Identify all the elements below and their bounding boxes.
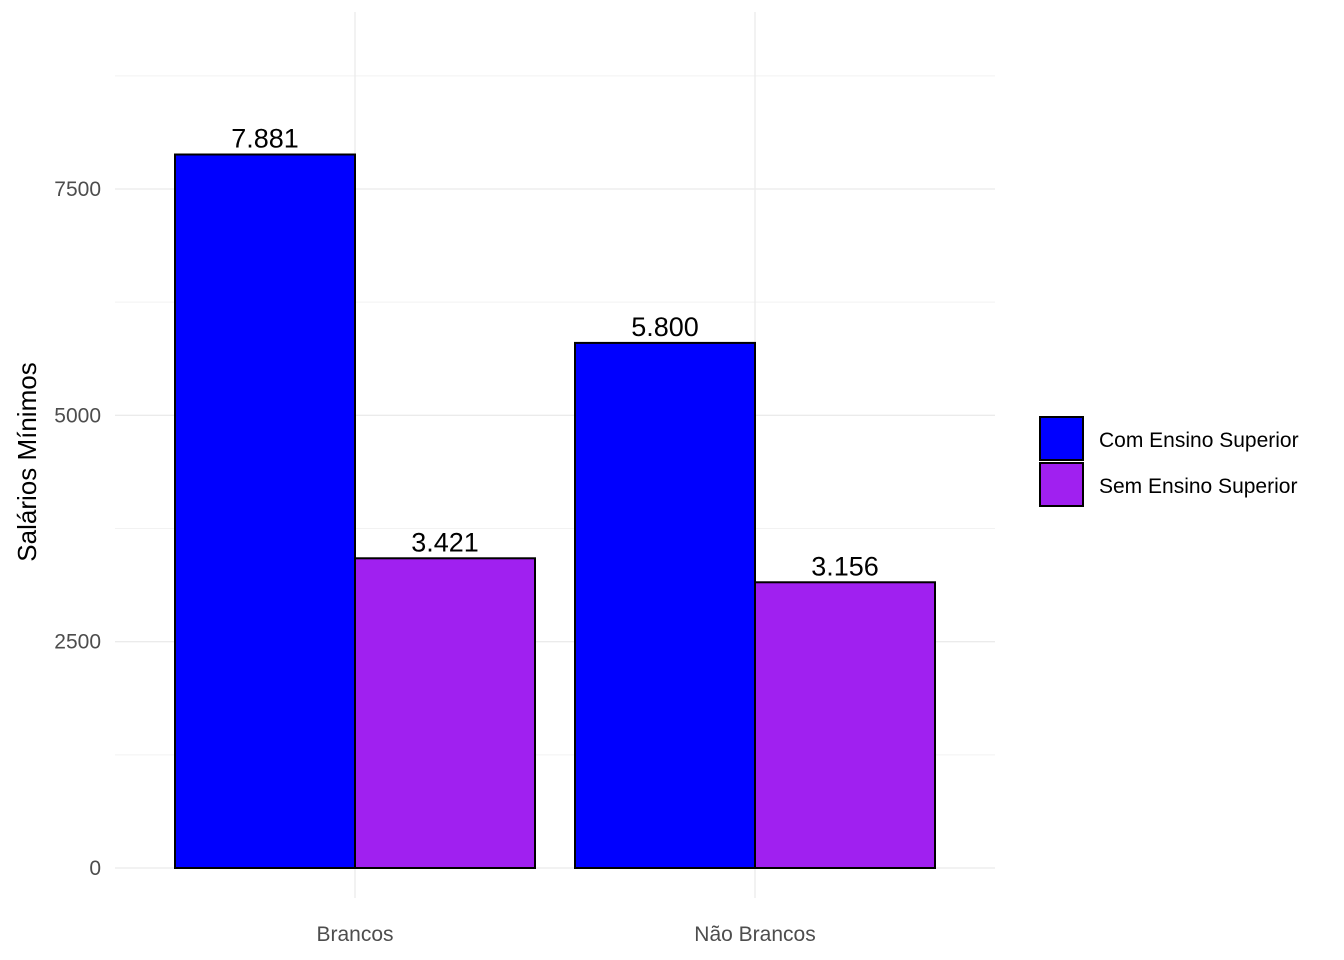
y-tick-label: 0 <box>89 857 101 880</box>
y-axis-ticks: 0 2500 5000 7500 <box>54 178 101 880</box>
legend-label: Sem Ensino Superior <box>1099 475 1297 498</box>
data-label: 3.421 <box>411 527 479 557</box>
y-tick-label: 5000 <box>54 404 101 427</box>
legend-swatch <box>1039 416 1084 461</box>
data-label: 3.156 <box>811 551 879 581</box>
x-tick-label: Brancos <box>316 923 393 946</box>
y-tick-label: 7500 <box>54 178 101 201</box>
y-axis-title: Salários Mínimos <box>12 362 42 561</box>
data-label: 5.800 <box>631 312 699 342</box>
data-labels: 7.881 5.800 3.421 3.156 <box>231 124 879 582</box>
bars <box>174 153 936 870</box>
bar <box>574 341 756 869</box>
x-axis-ticks: Brancos Não Brancos <box>316 923 815 946</box>
bar <box>174 153 356 870</box>
bar <box>354 557 536 869</box>
legend-label: Com Ensino Superior <box>1099 429 1299 452</box>
x-tick-label: Não Brancos <box>694 923 815 946</box>
bar <box>754 581 936 869</box>
y-tick-label: 2500 <box>54 631 101 654</box>
data-label: 7.881 <box>231 124 299 154</box>
legend: Com Ensino Superior Sem Ensino Superior <box>1039 416 1299 507</box>
legend-swatch <box>1039 462 1084 507</box>
